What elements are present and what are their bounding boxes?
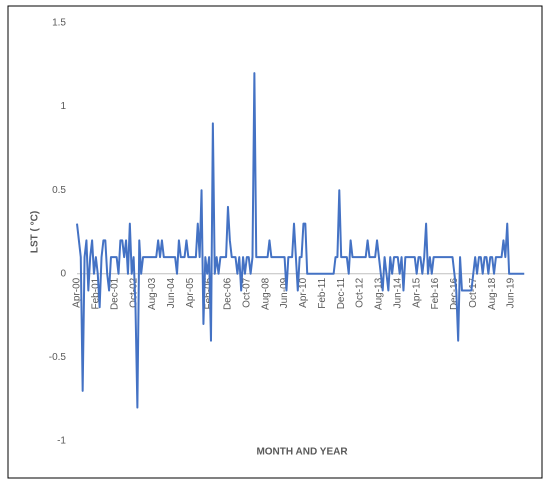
x-tick-label: Oct-12 xyxy=(355,277,366,307)
x-tick-label: Feb-01 xyxy=(91,277,102,309)
y-tick-label: 1 xyxy=(60,101,66,112)
x-tick-label: Aug-08 xyxy=(260,277,271,310)
x-tick-label: Apr-10 xyxy=(298,277,309,307)
x-tick-label: Dec-16 xyxy=(449,277,460,310)
x-tick-label: Feb-16 xyxy=(430,277,441,309)
x-axis-title: MONTH AND YEAR xyxy=(256,447,348,458)
y-tick-label: -1 xyxy=(57,436,66,447)
x-tick-label: Oct-17 xyxy=(468,277,479,307)
y-tick-label: -0.5 xyxy=(49,352,67,363)
y-tick-label: 1.5 xyxy=(52,18,66,29)
x-tick-label: Jun-09 xyxy=(279,277,290,308)
x-tick-label: Aug-13 xyxy=(374,277,385,310)
x-tick-label: Feb-11 xyxy=(317,277,328,308)
y-axis-title: LST ( °C) xyxy=(30,211,41,253)
x-tick-label: Oct-02 xyxy=(128,277,139,307)
x-tick-label: Jun-14 xyxy=(392,277,403,308)
x-tick-label: Aug-18 xyxy=(487,277,498,310)
x-tick-label: Oct-07 xyxy=(241,277,252,307)
x-tick-label: Apr-00 xyxy=(72,277,83,307)
chart-border xyxy=(7,5,543,479)
x-tick-label: Jun-04 xyxy=(166,277,177,308)
y-tick-label: 0 xyxy=(60,268,66,279)
x-tick-label: Apr-15 xyxy=(411,277,422,307)
x-tick-label: Dec-01 xyxy=(109,277,120,310)
line-series xyxy=(76,72,525,409)
x-tick-label: Jun-19 xyxy=(506,277,517,308)
x-tick-label: Aug-03 xyxy=(147,277,158,310)
x-tick-label: Dec-11 xyxy=(336,277,347,309)
y-tick-label: 0.5 xyxy=(52,185,66,196)
x-tick-label: Apr-05 xyxy=(185,277,196,307)
x-tick-label: Dec-06 xyxy=(223,277,234,310)
